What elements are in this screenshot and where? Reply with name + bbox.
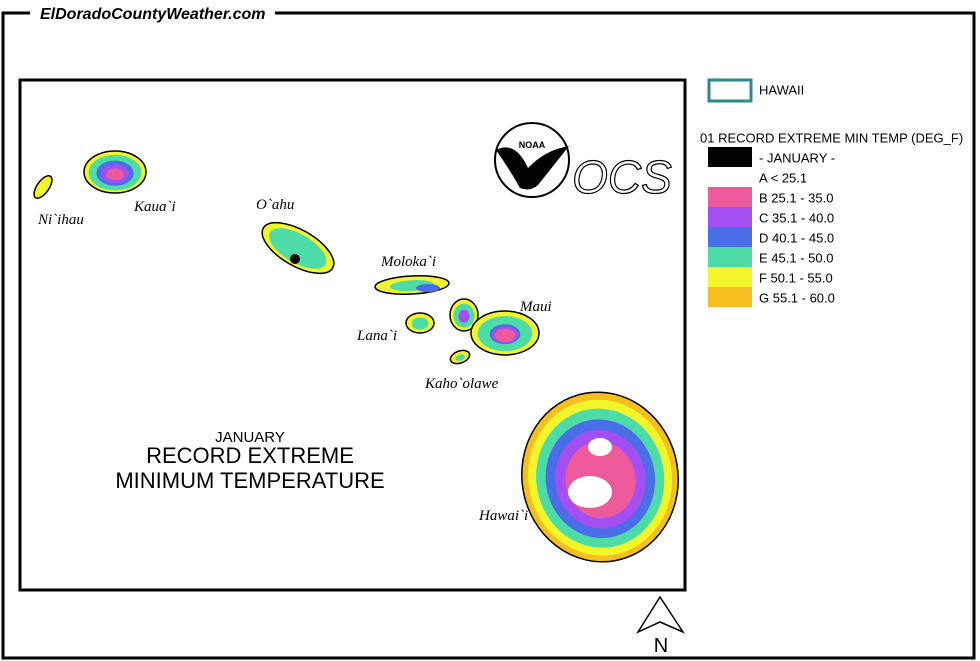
island-label: Ni`ihau [37,212,84,228]
region-swatch [707,78,753,103]
zone [494,328,516,342]
legend: - JANUARY - A < 25.1 B 25.1 - 35.0 C 35.1 -… [708,147,835,307]
legend-label: - JANUARY - [759,150,835,165]
legend-label: F 50.1 - 55.0 [759,270,833,285]
legend-swatch [708,247,752,267]
island-label: Kaho`olawe [424,376,499,392]
legend-label: B 25.1 - 35.0 [759,190,833,205]
zone [33,175,53,199]
island-shape [449,349,471,365]
noaa-logo: NOAA [494,122,570,198]
map-title-line: MINIMUM TEMPERATURE [115,468,384,493]
zone [290,254,300,264]
map-title-line: RECORD EXTREME [146,443,354,468]
legend-label: E 45.1 - 50.0 [759,250,833,265]
north-label: N [654,635,668,657]
island-shape [83,150,147,194]
zone [455,354,466,361]
legend-label: C 35.1 - 40.0 [759,210,834,225]
legend-label: D 40.1 - 45.0 [759,230,834,245]
legend-region: HAWAII [759,82,804,97]
zone [588,438,612,456]
legend-swatch [708,187,752,207]
noaa-text: NOAA [519,140,546,150]
zone [106,168,124,181]
zone [411,317,429,330]
ocs-logo: OCS [572,151,672,203]
zone [416,284,440,292]
site-header: ElDoradoCountyWeather.com [40,6,266,23]
legend-label: A < 25.1 [759,170,807,185]
legend-swatch [708,287,752,307]
noaa-circle [494,122,570,198]
island-label: Lana`i [356,328,397,344]
island-shape [33,175,53,199]
island-shape [470,310,540,356]
island-labels: Ni`ihau Kaua`i O`ahu Moloka`i Lana`i Mau… [37,197,552,524]
north-arrow: N [636,595,686,657]
island-shape [521,391,679,563]
island-label: Hawai`i [478,508,528,524]
north-arrow-shape [636,595,686,634]
island-shape [261,221,335,275]
island-shape [449,298,479,332]
island-label: Moloka`i [380,254,436,270]
zone [269,228,327,269]
zone [458,309,470,323]
zone [568,476,612,508]
legend-label: G 55.1 - 60.0 [759,290,835,305]
map-month: JANUARY [215,429,285,446]
legend-title: 01 RECORD EXTREME MIN TEMP (DEG_F) [700,130,963,145]
islands [33,150,679,563]
island-label: Maui [519,299,552,315]
island-label: Kaua`i [133,199,176,215]
legend-swatch [708,167,752,187]
island-shape [405,312,435,334]
legend-swatch [708,207,752,227]
noaa-bird [496,146,569,190]
outer-frame [1,11,976,660]
island-label: O`ahu [256,197,294,213]
legend-swatch [708,267,752,287]
legend-swatch [708,147,752,167]
header-bg [30,2,275,24]
legend-swatch [708,227,752,247]
